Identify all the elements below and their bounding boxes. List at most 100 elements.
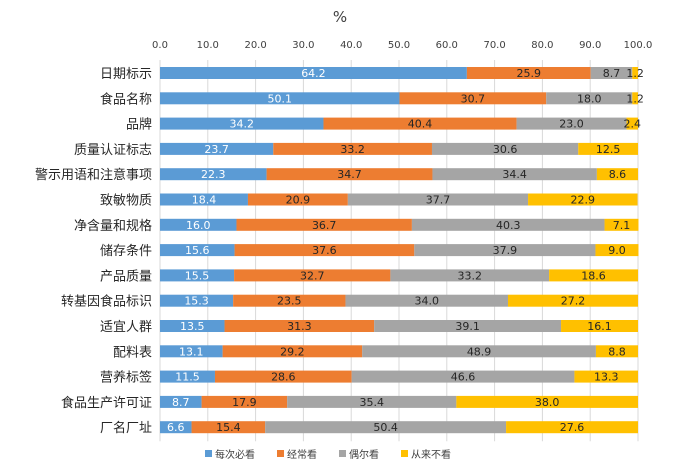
category-label: 食品名称 xyxy=(100,91,152,107)
bar-segment xyxy=(506,421,638,434)
x-tick-label: 20.0 xyxy=(244,40,266,51)
category-label: 致敏物质 xyxy=(100,194,152,209)
bar-segment xyxy=(399,92,547,105)
data-label: 30.6 xyxy=(493,143,518,156)
data-label: 13.3 xyxy=(594,371,619,384)
bar-segment xyxy=(160,370,215,383)
data-label: 30.7 xyxy=(461,92,486,105)
bar-segment xyxy=(596,168,638,181)
category-label: 转基因食品标识 xyxy=(61,294,152,310)
data-label: 22.3 xyxy=(201,168,226,181)
bar-segment xyxy=(546,92,633,105)
data-label: 18.6 xyxy=(581,269,606,282)
data-label: 9.0 xyxy=(608,244,626,257)
data-label: 7.1 xyxy=(613,219,631,232)
x-tick-label: 30.0 xyxy=(292,40,314,51)
bar-segment xyxy=(507,294,638,307)
bar-segment xyxy=(414,244,596,257)
data-label: 34.0 xyxy=(414,295,439,308)
bar-segment xyxy=(214,370,352,383)
data-label: 34.4 xyxy=(502,168,527,181)
bar-segment xyxy=(160,92,400,105)
data-label: 48.9 xyxy=(467,345,492,358)
category-labels: 日期标示食品名称品牌质量认证标志警示用语和注意事项致敏物质净含量和规格储存条件产… xyxy=(35,67,152,436)
bar-segment xyxy=(201,395,288,408)
data-label: 31.3 xyxy=(287,320,312,333)
x-tick-label: 70.0 xyxy=(483,40,505,51)
bar-segment xyxy=(362,345,596,358)
data-label: 13.5 xyxy=(180,320,205,333)
data-label: 22.9 xyxy=(571,194,596,207)
data-label: 16.1 xyxy=(587,320,612,333)
data-label: 64.2 xyxy=(301,67,326,80)
bar-segment xyxy=(590,67,633,79)
data-label: 40.4 xyxy=(408,118,433,131)
data-label: 34.2 xyxy=(229,118,254,131)
data-label: 2.4 xyxy=(624,118,642,131)
data-label: 18.4 xyxy=(192,194,217,207)
legend-label: 偶尔看 xyxy=(349,448,379,461)
data-label: 6.6 xyxy=(167,421,185,434)
data-label: 17.9 xyxy=(232,396,257,409)
bar-segment xyxy=(266,168,433,181)
category-label: 配料表 xyxy=(113,345,152,360)
bar-segment xyxy=(604,218,639,231)
data-label: 29.2 xyxy=(280,345,305,358)
data-label: 8.7 xyxy=(603,67,621,80)
bar-segment xyxy=(431,142,579,155)
category-label: 储存条件 xyxy=(100,243,152,259)
data-label: 50.1 xyxy=(267,92,292,105)
bar-segment xyxy=(632,67,638,79)
bar-segment xyxy=(160,320,225,332)
data-label: 15.3 xyxy=(184,295,209,308)
data-label: 27.6 xyxy=(560,421,585,434)
x-tick-label: 60.0 xyxy=(436,40,458,51)
legend-label: 每次必看 xyxy=(215,448,255,461)
legend-swatch xyxy=(277,450,284,457)
bar-segment xyxy=(160,421,192,434)
data-label: 34.7 xyxy=(337,168,362,181)
bar-segment xyxy=(549,269,638,282)
bar-segment xyxy=(247,193,348,206)
bar-segment xyxy=(374,320,562,332)
bar-segment xyxy=(234,244,415,257)
bar-segment xyxy=(626,117,638,130)
bar-segment xyxy=(528,193,638,206)
category-label: 适宜人群 xyxy=(100,320,152,335)
data-label: 33.2 xyxy=(457,269,482,282)
x-tick-label: 40.0 xyxy=(340,40,362,51)
data-label: 15.6 xyxy=(185,244,210,257)
bar-segment xyxy=(160,193,248,206)
bar-segment xyxy=(273,142,432,155)
bar-segment xyxy=(632,92,638,105)
data-label: 32.7 xyxy=(300,269,325,282)
legend-label: 从来不看 xyxy=(411,448,451,461)
category-label: 产品质量 xyxy=(100,269,152,284)
data-label: 38.0 xyxy=(535,396,560,409)
data-label: 50.4 xyxy=(373,421,398,434)
bar-segment xyxy=(287,395,457,408)
data-label: 37.6 xyxy=(312,244,337,257)
category-label: 厂名厂址 xyxy=(100,420,152,436)
bar-segment xyxy=(160,244,235,257)
bar-segment xyxy=(160,67,467,79)
data-label: 35.4 xyxy=(360,396,385,409)
data-label: 11.5 xyxy=(175,371,200,384)
chart-title: % xyxy=(333,8,347,26)
legend-swatch xyxy=(205,450,212,457)
bar-segment xyxy=(160,142,274,155)
bar-segment xyxy=(233,294,346,307)
data-label: 8.8 xyxy=(608,345,626,358)
bar-segment xyxy=(456,395,638,408)
bar-segment xyxy=(574,370,638,383)
bar-segment xyxy=(236,218,412,231)
data-label: 37.9 xyxy=(493,244,518,257)
data-label: 13.1 xyxy=(179,345,204,358)
data-label: 27.2 xyxy=(561,295,586,308)
bar-segment xyxy=(466,67,591,79)
bar-segment xyxy=(160,218,237,231)
data-label: 1.2 xyxy=(626,67,644,80)
data-label: 8.6 xyxy=(609,168,627,181)
x-tick-label: 50.0 xyxy=(388,40,410,51)
bar-segment xyxy=(265,421,507,434)
